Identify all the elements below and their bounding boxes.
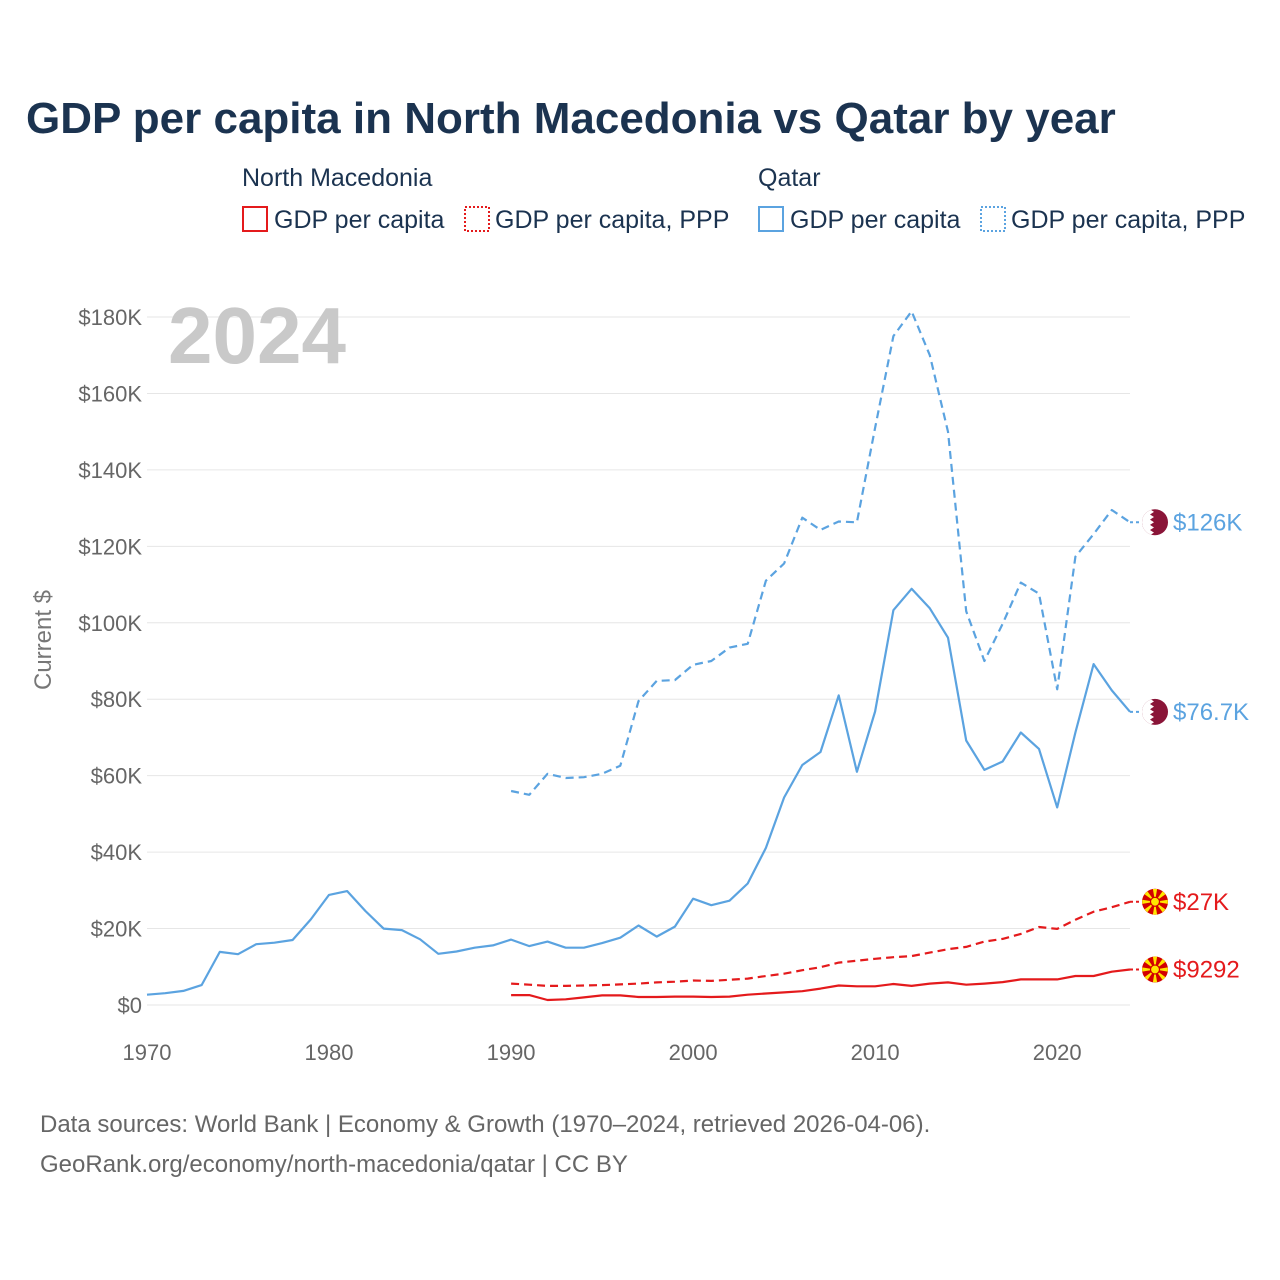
series-line-0[interactable] bbox=[146, 587, 1131, 996]
x-tick-label: 2000 bbox=[669, 1040, 718, 1065]
y-tick-label: $100K bbox=[78, 611, 142, 636]
legend-item-qa-gdp[interactable]: GDP per capita bbox=[790, 206, 961, 234]
legend-item-qa-ppp[interactable]: GDP per capita, PPP bbox=[1011, 206, 1245, 234]
legend-item-nm-ppp[interactable]: GDP per capita, PPP bbox=[495, 206, 729, 234]
qatar-flag-icon bbox=[1142, 509, 1168, 536]
chart-title: GDP per capita in North Macedonia vs Qat… bbox=[26, 94, 1116, 143]
y-axis-title: Current $ bbox=[30, 590, 57, 690]
x-tick-label: 1990 bbox=[487, 1040, 536, 1065]
series-line-1[interactable] bbox=[510, 310, 1131, 796]
y-tick-label: $160K bbox=[78, 381, 142, 406]
y-tick-label: $20K bbox=[91, 917, 143, 942]
legend-group-qatar: Qatar bbox=[758, 164, 821, 192]
legend-swatch-nm-ppp bbox=[464, 206, 490, 232]
series-end-label: $126K bbox=[1173, 509, 1242, 536]
qatar-flag-icon bbox=[1142, 698, 1168, 725]
x-tick-label: 2020 bbox=[1033, 1040, 1082, 1065]
series-line-3[interactable] bbox=[511, 900, 1131, 988]
legend-item-nm-gdp[interactable]: GDP per capita bbox=[274, 206, 445, 234]
series-end-label: $9292 bbox=[1173, 956, 1240, 983]
north-macedonia-flag-icon bbox=[1142, 956, 1168, 983]
x-tick-label: 2010 bbox=[851, 1040, 900, 1065]
north-macedonia-flag-icon bbox=[1142, 888, 1168, 915]
x-tick-label: 1970 bbox=[123, 1040, 172, 1065]
gridlines bbox=[147, 316, 1130, 1006]
legend-swatch-nm-gdp bbox=[242, 206, 268, 232]
series-end-label: $76.7K bbox=[1173, 699, 1249, 726]
y-tick-label: $40K bbox=[91, 840, 143, 865]
legend-swatch-qa-gdp bbox=[758, 206, 784, 232]
x-axis: 1970 1980 1990 2000 2010 2020 bbox=[123, 1040, 1082, 1065]
series-line-2[interactable] bbox=[511, 968, 1131, 1002]
y-tick-label: $120K bbox=[78, 534, 142, 559]
legend: North Macedonia GDP per capita GDP per c… bbox=[242, 164, 1245, 234]
series-end-label: $27K bbox=[1173, 889, 1229, 916]
source-line-2[interactable]: GeoRank.org/economy/north-macedonia/qata… bbox=[40, 1151, 628, 1178]
legend-group-north-macedonia: North Macedonia bbox=[242, 164, 432, 192]
y-tick-label: $80K bbox=[91, 687, 143, 712]
year-label: 2024 bbox=[168, 291, 346, 380]
y-tick-label: $140K bbox=[78, 458, 142, 483]
x-tick-label: 1980 bbox=[305, 1040, 354, 1065]
source-line-1: Data sources: World Bank | Economy & Gro… bbox=[40, 1111, 930, 1138]
legend-swatch-qa-ppp bbox=[980, 206, 1006, 232]
y-axis: $0 $20K $40K $60K $80K $100K $120K $140K $160K $1… bbox=[78, 305, 142, 1018]
y-tick-label: $60K bbox=[91, 764, 143, 789]
end-markers: $76.7K $126K $9292 $27K bbox=[1130, 509, 1249, 983]
y-tick-label: $0 bbox=[118, 993, 142, 1018]
y-tick-label: $180K bbox=[78, 305, 142, 330]
series bbox=[146, 310, 1131, 1002]
